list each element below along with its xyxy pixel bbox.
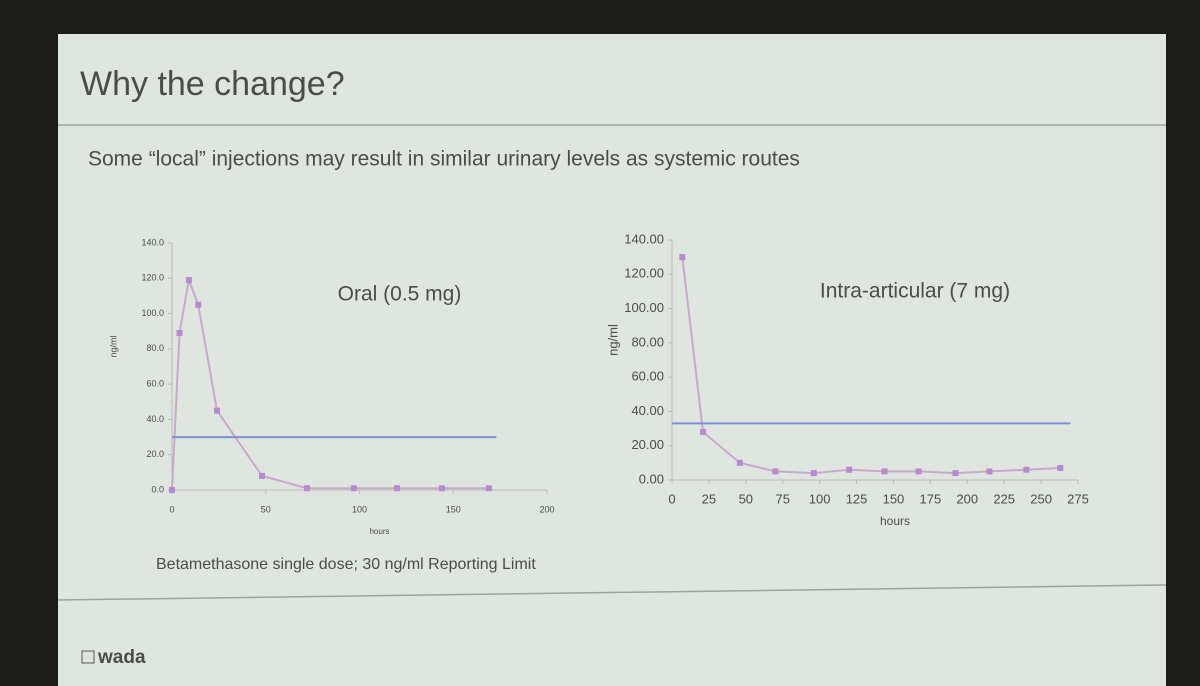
data-point	[195, 301, 202, 308]
x-tick-label: 0	[169, 504, 174, 514]
y-tick-label: 100.00	[624, 300, 664, 315]
slide	[58, 34, 1166, 686]
data-point	[394, 485, 400, 492]
y-tick-label: 0.00	[639, 471, 664, 486]
data-point	[169, 487, 175, 493]
x-tick-label: 100	[809, 491, 831, 506]
chart-title: Intra-articular (7 mg)	[820, 280, 1010, 303]
x-tick-label: 250	[1030, 491, 1052, 506]
y-tick-label: 60.0	[146, 379, 164, 389]
footer-rule	[57, 584, 1167, 601]
data-point	[350, 485, 357, 492]
x-tick-label: 50	[739, 491, 753, 506]
x-tick-label: 150	[446, 504, 461, 514]
data-point	[304, 485, 310, 492]
y-tick-label: 20.0	[146, 449, 164, 459]
slide-title: Why the change?	[80, 65, 345, 103]
data-point	[1057, 465, 1064, 471]
data-point	[772, 468, 779, 475]
x-tick-label: 125	[846, 491, 868, 506]
data-point	[915, 468, 922, 475]
data-point	[214, 407, 220, 414]
x-tick-label: 200	[539, 504, 554, 514]
series-line	[681, 257, 1061, 475]
y-tick-label: 120.00	[624, 266, 664, 281]
data-point	[700, 429, 707, 435]
data-point	[679, 254, 686, 261]
y-tick-label: 60.00	[631, 369, 664, 384]
x-tick-label: 175	[920, 491, 942, 506]
y-tick-label: 80.00	[631, 334, 664, 349]
y-tick-label: 20.00	[631, 437, 664, 452]
y-tick-label: 80.0	[146, 343, 164, 353]
x-tick-label: 25	[702, 491, 716, 506]
data-point	[259, 472, 265, 479]
data-point	[1023, 466, 1030, 473]
data-point	[185, 277, 192, 284]
data-point	[736, 459, 743, 466]
x-tick-label: 225	[993, 491, 1015, 506]
data-point	[439, 485, 445, 492]
x-tick-label: 275	[1067, 491, 1089, 506]
y-tick-label: 140.00	[624, 231, 664, 246]
x-axis-label: hours	[880, 514, 910, 528]
slide-subtitle: Some “local” injections may result in si…	[88, 148, 800, 171]
data-point	[810, 470, 817, 477]
y-axis-label: ng/ml	[108, 335, 118, 357]
y-tick-label: 140.0	[141, 237, 164, 247]
y-tick-label: 40.00	[631, 403, 664, 418]
x-tick-label: 50	[261, 504, 271, 514]
logo-icon	[81, 650, 95, 664]
x-axis-label: hours	[369, 527, 389, 536]
y-tick-label: 0.0	[151, 484, 164, 494]
y-axis-label: ng/ml	[605, 324, 620, 356]
data-point	[846, 466, 853, 473]
y-tick-label: 40.0	[146, 414, 164, 424]
data-point	[881, 468, 888, 475]
x-tick-label: 0	[668, 491, 675, 506]
y-tick-label: 100.0	[141, 308, 164, 318]
data-point	[986, 468, 993, 475]
logo: wada	[97, 647, 146, 668]
data-point	[952, 470, 959, 477]
data-point	[485, 485, 492, 492]
data-point	[176, 329, 183, 336]
caption: Betamethasone single dose; 30 ng/ml Repo…	[156, 556, 536, 573]
x-tick-label: 200	[956, 491, 978, 506]
y-tick-label: 120.0	[141, 273, 164, 283]
x-tick-label: 150	[883, 491, 905, 506]
chart-title: Oral (0.5 mg)	[338, 283, 462, 306]
x-tick-label: 100	[352, 504, 367, 514]
x-tick-label: 75	[775, 491, 789, 506]
